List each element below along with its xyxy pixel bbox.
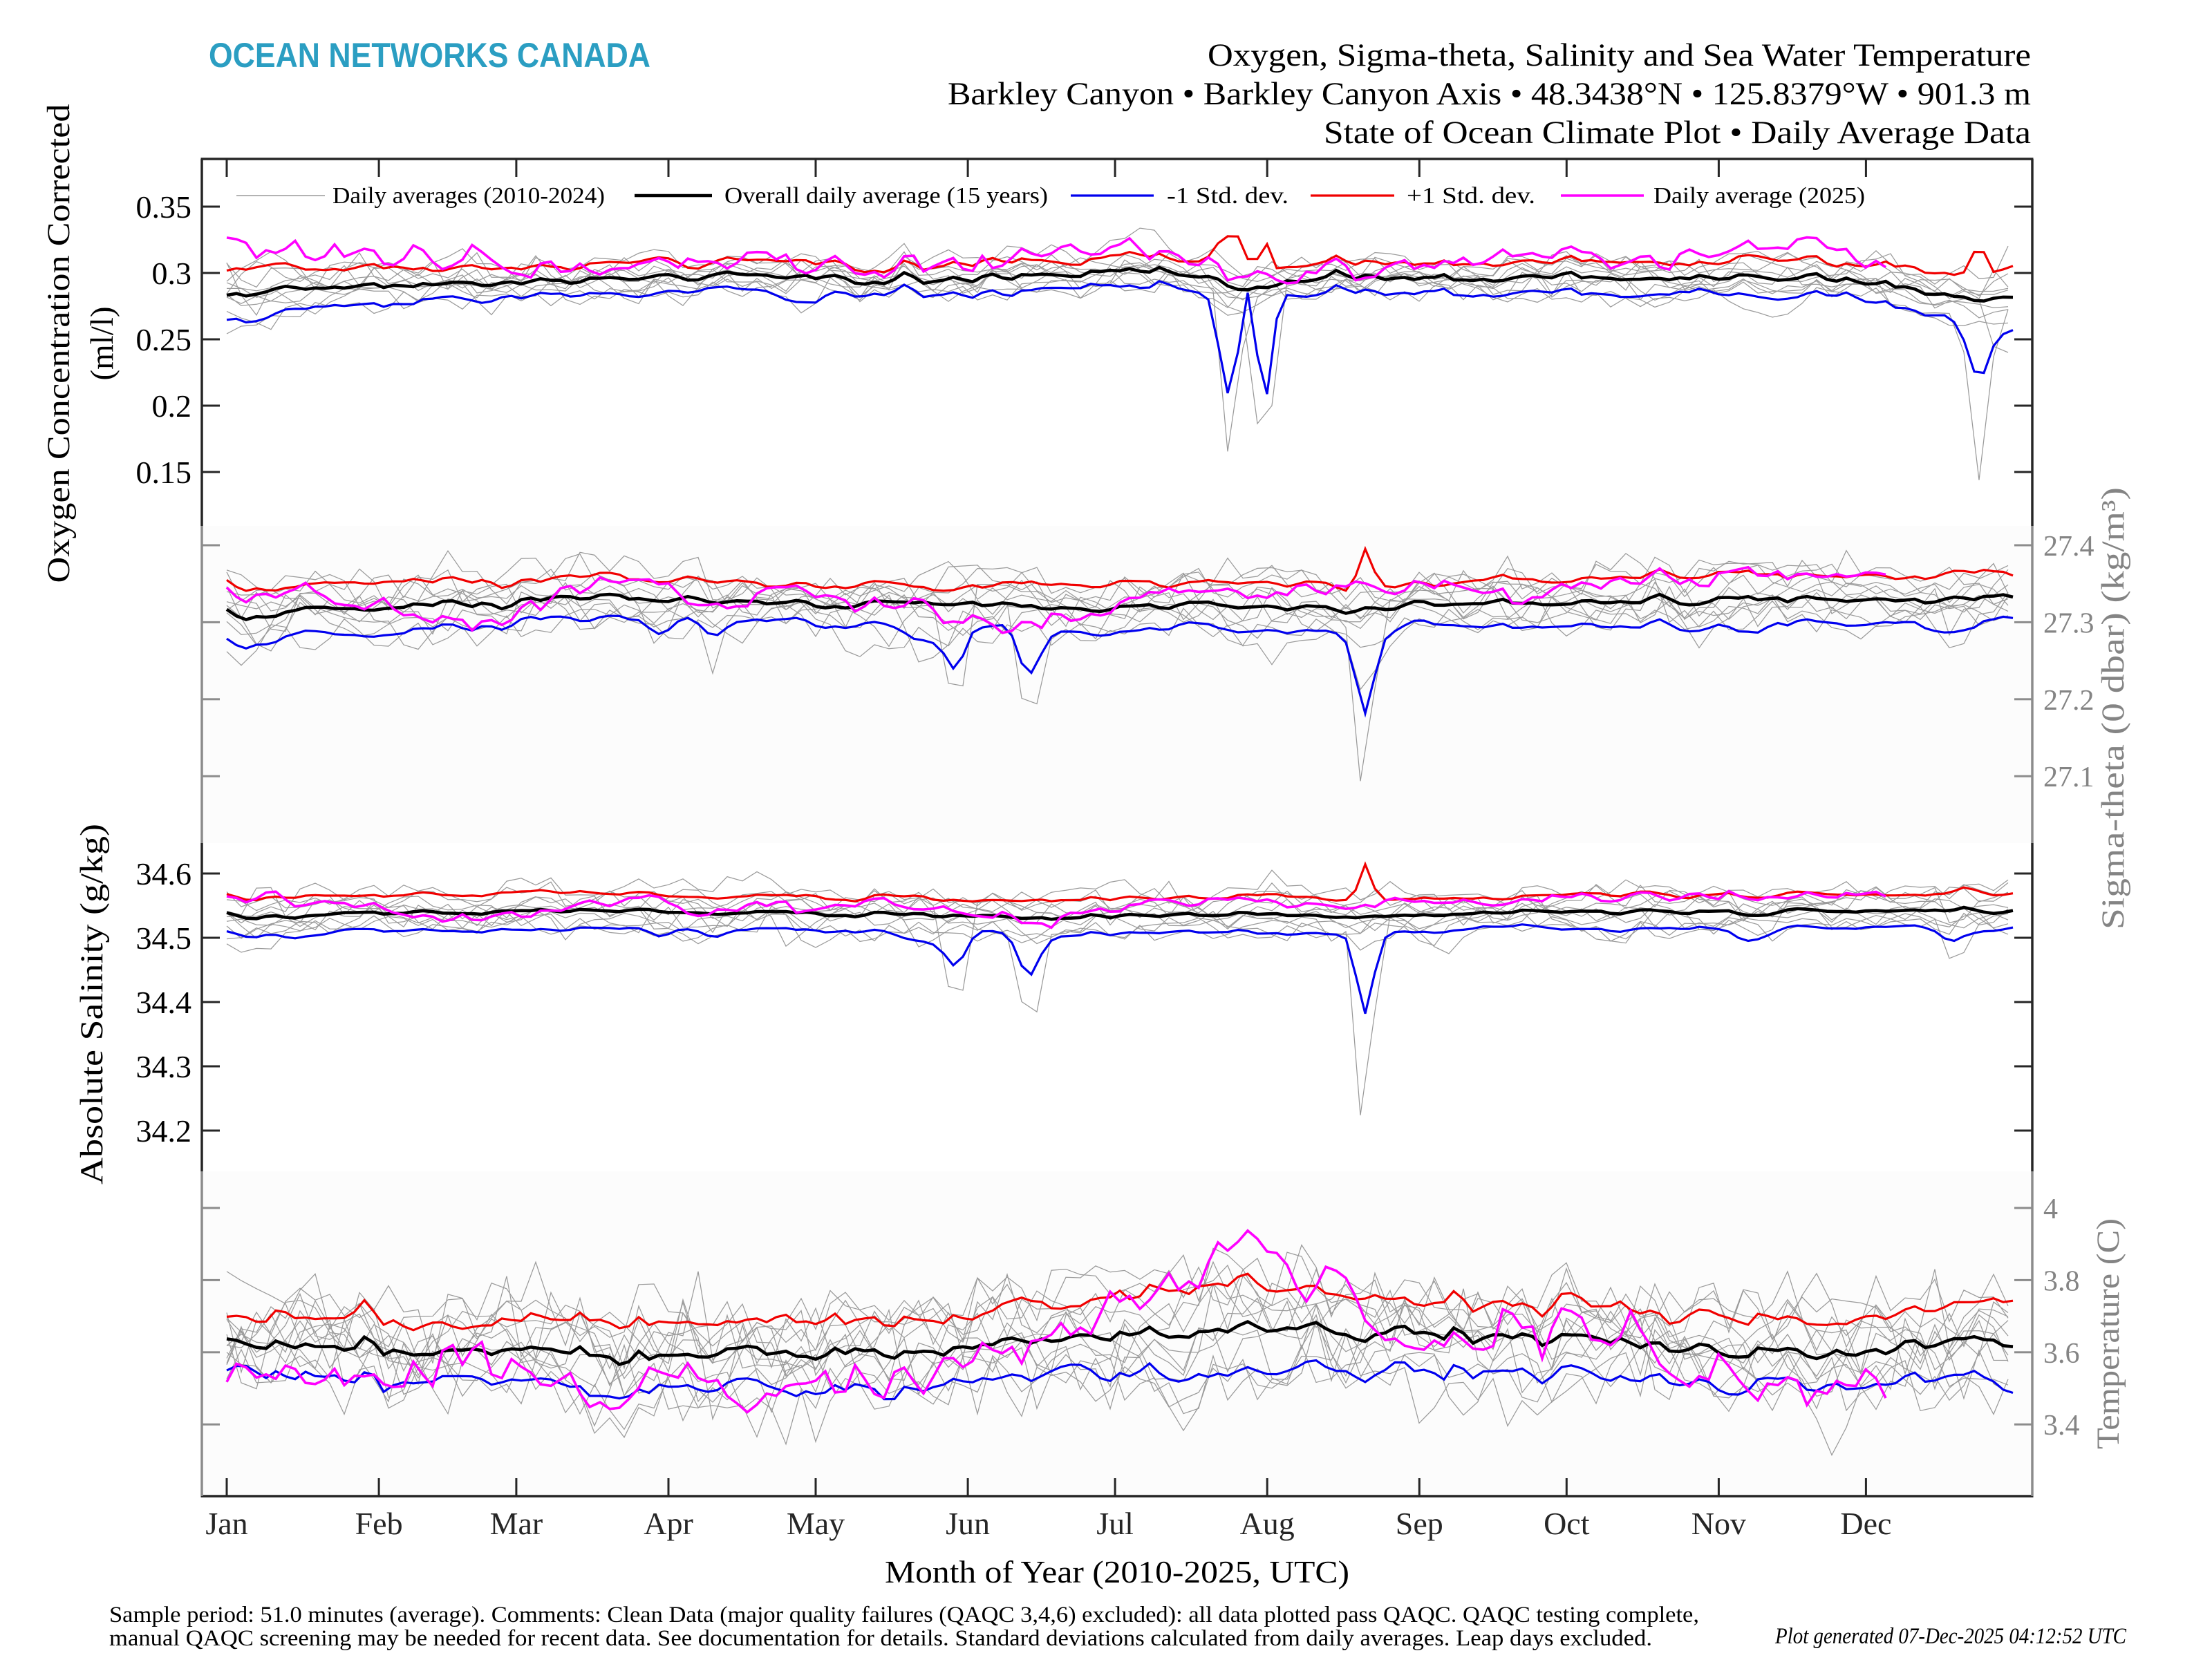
svg-text:Nov: Nov [1691,1506,1746,1541]
svg-text:0.3: 0.3 [152,256,192,291]
svg-text:Feb: Feb [355,1506,403,1541]
svg-text:34.6: 34.6 [136,856,192,891]
svg-text:27.3: 27.3 [2043,607,2094,639]
svg-text:State of Ocean Climate Plot •: State of Ocean Climate Plot • Daily Aver… [1324,115,2031,151]
svg-text:Mar: Mar [490,1506,543,1541]
svg-text:34.2: 34.2 [136,1113,192,1149]
svg-text:-1 Std. dev.: -1 Std. dev. [1167,183,1288,209]
svg-text:Oxygen, Sigma-theta, Salinity: Oxygen, Sigma-theta, Salinity and Sea Wa… [1208,37,2031,73]
svg-text:(ml/l): (ml/l) [84,306,120,380]
svg-text:Barkley Canyon • Barkley Canyo: Barkley Canyon • Barkley Canyon Axis • 4… [948,76,2031,112]
svg-text:Sep: Sep [1396,1506,1443,1541]
svg-text:0.2: 0.2 [152,388,192,424]
svg-text:34.3: 34.3 [136,1049,192,1084]
svg-text:Oct: Oct [1544,1506,1590,1541]
svg-text:Jan: Jan [205,1506,247,1541]
svg-text:Jul: Jul [1096,1506,1134,1541]
svg-text:Sample period: 51.0 minutes (a: Sample period: 51.0 minutes (average). C… [109,1603,1699,1627]
svg-text:0.25: 0.25 [136,322,192,357]
svg-text:3.8: 3.8 [2043,1265,2080,1297]
svg-text:0.35: 0.35 [136,189,192,225]
svg-text:Daily averages (2010-2024): Daily averages (2010-2024) [332,183,605,209]
svg-text:34.4: 34.4 [136,985,192,1020]
svg-text:+1 Std. dev.: +1 Std. dev. [1407,183,1535,209]
svg-text:Jun: Jun [946,1506,990,1541]
svg-text:27.1: 27.1 [2043,762,2094,793]
svg-text:Absolute Salinity (g/kg): Absolute Salinity (g/kg) [74,824,110,1184]
svg-text:Apr: Apr [644,1506,693,1541]
svg-text:manual QAQC screening may be n: manual QAQC screening may be needed for … [109,1626,1652,1651]
svg-text:Plot generated 07-Dec-2025 04:: Plot generated 07-Dec-2025 04:12:52 UTC [1774,1624,2127,1649]
svg-text:Temperature (C): Temperature (C) [2090,1218,2126,1449]
svg-text:3.6: 3.6 [2043,1338,2080,1370]
svg-text:Month of Year (2010-2025, UTC): Month of Year (2010-2025, UTC) [885,1554,1349,1589]
svg-text:Sigma-theta (0 dbar) (kg/m³): Sigma-theta (0 dbar) (kg/m³) [2095,487,2131,929]
svg-text:Daily average (2025): Daily average (2025) [1653,183,1865,209]
svg-text:May: May [787,1506,845,1541]
svg-text:Aug: Aug [1240,1506,1295,1541]
svg-text:0.15: 0.15 [136,455,192,490]
svg-text:3.4: 3.4 [2043,1410,2080,1442]
svg-text:Overall daily average (15 year: Overall daily average (15 years) [724,183,1048,209]
svg-text:27.4: 27.4 [2043,531,2094,563]
svg-text:Dec: Dec [1840,1506,1891,1541]
svg-text:34.5: 34.5 [136,920,192,956]
svg-text:OCEAN NETWORKS CANADA: OCEAN NETWORKS CANADA [209,36,650,75]
svg-text:Oxygen Concentration Corrected: Oxygen Concentration Corrected [41,104,77,583]
svg-text:4: 4 [2043,1193,2058,1225]
svg-text:27.2: 27.2 [2043,685,2094,717]
